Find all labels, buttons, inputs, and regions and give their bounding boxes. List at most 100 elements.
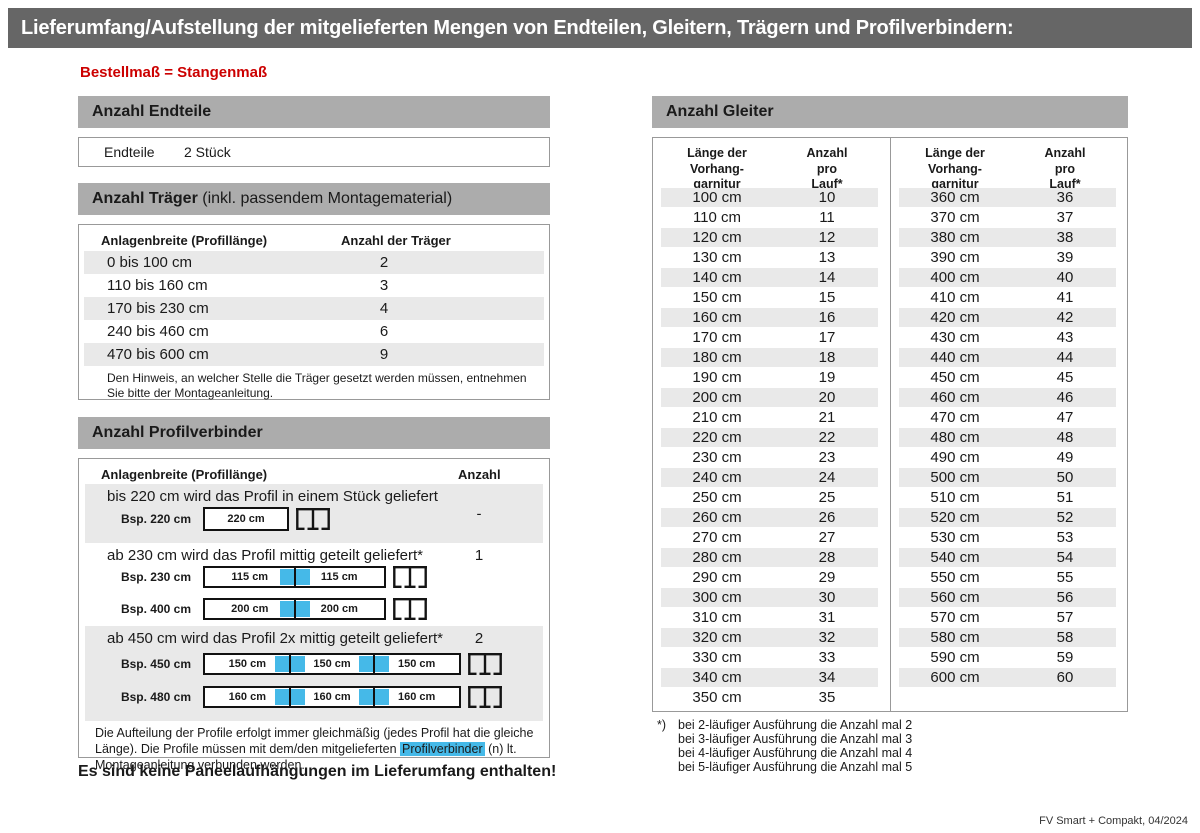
traeger-row: 240 bis 460 cm 6 xyxy=(84,320,544,343)
gleiter-table-divider xyxy=(890,138,891,711)
gleiter-row-count: 58 xyxy=(1056,629,1074,646)
gleiter-row: 120 cm 12 xyxy=(653,228,890,248)
row-stripe xyxy=(899,668,1116,687)
gleiter-row-length: 440 cm xyxy=(930,349,980,366)
gleiter-row-length: 420 cm xyxy=(930,309,980,326)
gleiter-row-length: 410 cm xyxy=(930,289,980,306)
gleiter-row-length: 560 cm xyxy=(930,589,980,606)
footnote-line: bei 2-läufiger Ausführung die Anzahl mal… xyxy=(678,718,913,732)
gleiter-right-col1-header: Länge der Vorhang-garnitur xyxy=(925,146,985,192)
gleiter-row: 100 cm 10 xyxy=(653,188,890,208)
gleiter-row: 370 cm 37 xyxy=(891,208,1128,228)
gleiter-row-count: 59 xyxy=(1056,649,1074,666)
gleiter-row-count: 14 xyxy=(818,269,836,286)
page-title: Lieferumfang/Aufstellung der mitgeliefer… xyxy=(8,8,1192,48)
gleiter-row-count: 23 xyxy=(818,449,836,466)
row-stripe xyxy=(899,628,1116,647)
gleiter-row-count: 17 xyxy=(818,329,836,346)
profilverbinder-rule-text: bis 220 cm wird das Profil in einem Stüc… xyxy=(107,488,438,505)
gleiter-row-count: 25 xyxy=(818,489,836,506)
document-footer: FV Smart + Compakt, 04/2024 xyxy=(1039,815,1188,827)
profile-bar: 150 cm 150 cm 150 cm xyxy=(203,653,461,675)
footnote-line: bei 5-läufiger Ausführung die Anzahl mal… xyxy=(678,760,913,774)
gleiter-row-count: 24 xyxy=(818,469,836,486)
gleiter-row-count: 51 xyxy=(1056,489,1074,506)
gleiter-row: 410 cm 41 xyxy=(891,288,1128,308)
gleiter-row: 230 cm 23 xyxy=(653,448,890,468)
row-stripe xyxy=(899,308,1116,327)
gleiter-table-right: Länge der Vorhang-garnitur Anzahl pro Lauf*… xyxy=(891,138,1128,711)
gleiter-row: 440 cm 44 xyxy=(891,348,1128,368)
gleiter-row-count: 38 xyxy=(1056,229,1074,246)
section-header-traeger-bold: Anzahl Träger xyxy=(92,190,198,207)
traeger-table: Anlagenbreite (Profillänge) Anzahl der T… xyxy=(78,224,550,400)
example-label: Bsp. 450 cm xyxy=(120,657,191,671)
gleiter-row-count: 52 xyxy=(1056,509,1074,526)
gleiter-row-length: 250 cm xyxy=(692,489,742,506)
gleiter-right-rows: 360 cm 36 370 cm 37 380 cm 38 390 cm 39 400 cm 40… xyxy=(891,188,1128,688)
gleiter-row-count: 18 xyxy=(818,349,836,366)
traeger-row: 0 bis 100 cm 2 xyxy=(84,251,544,274)
profile-segment-label: 150 cm xyxy=(228,658,266,670)
profilverbinder-note-highlight: Profilverbinder xyxy=(400,742,485,756)
gleiter-right-col2-header: Anzahl pro Lauf* xyxy=(1044,146,1086,192)
row-stripe xyxy=(899,188,1116,207)
gleiter-row-count: 43 xyxy=(1056,329,1074,346)
endteile-label: Endteile xyxy=(104,144,155,160)
row-stripe xyxy=(661,508,878,527)
profile-joint-line xyxy=(373,688,376,706)
gleiter-row-length: 470 cm xyxy=(930,409,980,426)
gleiter-row-length: 110 cm xyxy=(692,209,742,226)
profilverbinder-table: Anlagenbreite (Profillänge) Anzahl bis 2… xyxy=(78,458,550,772)
profile-segment-label: 200 cm xyxy=(320,603,358,615)
gleiter-left-rows: 100 cm 10 110 cm 11 120 cm 12 130 cm 13 140 cm 14… xyxy=(653,188,890,708)
gleiter-row: 510 cm 51 xyxy=(891,488,1128,508)
gleiter-row-length: 460 cm xyxy=(930,389,980,406)
gleiter-row: 300 cm 30 xyxy=(653,588,890,608)
row-stripe xyxy=(661,308,878,327)
gleiter-row: 150 cm 15 xyxy=(653,288,890,308)
gleiter-row-length: 170 cm xyxy=(692,329,742,346)
gleiter-row: 330 cm 33 xyxy=(653,648,890,668)
paneel-note: Es sind keine Paneelaufhängungen im Lief… xyxy=(78,763,557,780)
gleiter-row-count: 48 xyxy=(1056,429,1074,446)
example-label: Bsp. 230 cm xyxy=(120,570,191,584)
gleiter-row: 160 cm 16 xyxy=(653,308,890,328)
gleiter-row-count: 31 xyxy=(818,609,836,626)
gleiter-row: 580 cm 58 xyxy=(891,628,1128,648)
gleiter-row: 110 cm 11 xyxy=(653,208,890,228)
traeger-row-range: 170 bis 230 cm xyxy=(107,300,209,317)
profile-segment-label: 160 cm xyxy=(313,691,351,703)
traeger-row: 470 bis 600 cm 9 xyxy=(84,343,544,366)
profile-segment-label: 200 cm xyxy=(231,603,269,615)
gleiter-row-count: 40 xyxy=(1056,269,1074,286)
section-header-profilverbinder-label: Anzahl Profilverbinder xyxy=(92,424,263,441)
gleiter-row: 530 cm 53 xyxy=(891,528,1128,548)
profile-example: Bsp. 450 cm 150 cm 150 cm 150 cm xyxy=(85,652,503,676)
gleiter-row-count: 46 xyxy=(1056,389,1074,406)
profilverbinder-note: Die Aufteilung der Profile erfolgt immer… xyxy=(95,725,541,773)
gleiter-row-count: 60 xyxy=(1056,669,1074,686)
gleiter-row: 200 cm 20 xyxy=(653,388,890,408)
gleiter-row: 170 cm 17 xyxy=(653,328,890,348)
gleiter-row-length: 540 cm xyxy=(930,549,980,566)
gleiter-row: 290 cm 29 xyxy=(653,568,890,588)
profile-segment-label: 115 cm xyxy=(320,571,358,583)
gleiter-row-length: 260 cm xyxy=(692,509,742,526)
endteile-value: 2 Stück xyxy=(184,144,231,160)
gleiter-row: 340 cm 34 xyxy=(653,668,890,688)
gleiter-row-count: 41 xyxy=(1056,289,1074,306)
gleiter-row-count: 29 xyxy=(818,569,836,586)
gleiter-row-count: 10 xyxy=(818,189,836,206)
gleiter-row-count: 12 xyxy=(818,229,836,246)
gleiter-row: 560 cm 56 xyxy=(891,588,1128,608)
gleiter-row-length: 220 cm xyxy=(692,429,742,446)
gleiter-row: 360 cm 36 xyxy=(891,188,1128,208)
gleiter-row-count: 49 xyxy=(1056,449,1074,466)
gleiter-row-length: 240 cm xyxy=(692,469,742,486)
gleiter-row: 450 cm 45 xyxy=(891,368,1128,388)
profile-example: Bsp. 480 cm 160 cm 160 cm 160 cm xyxy=(85,685,503,709)
row-stripe xyxy=(661,668,878,687)
row-stripe xyxy=(899,268,1116,287)
profilverbinder-count: 1 xyxy=(474,547,484,564)
